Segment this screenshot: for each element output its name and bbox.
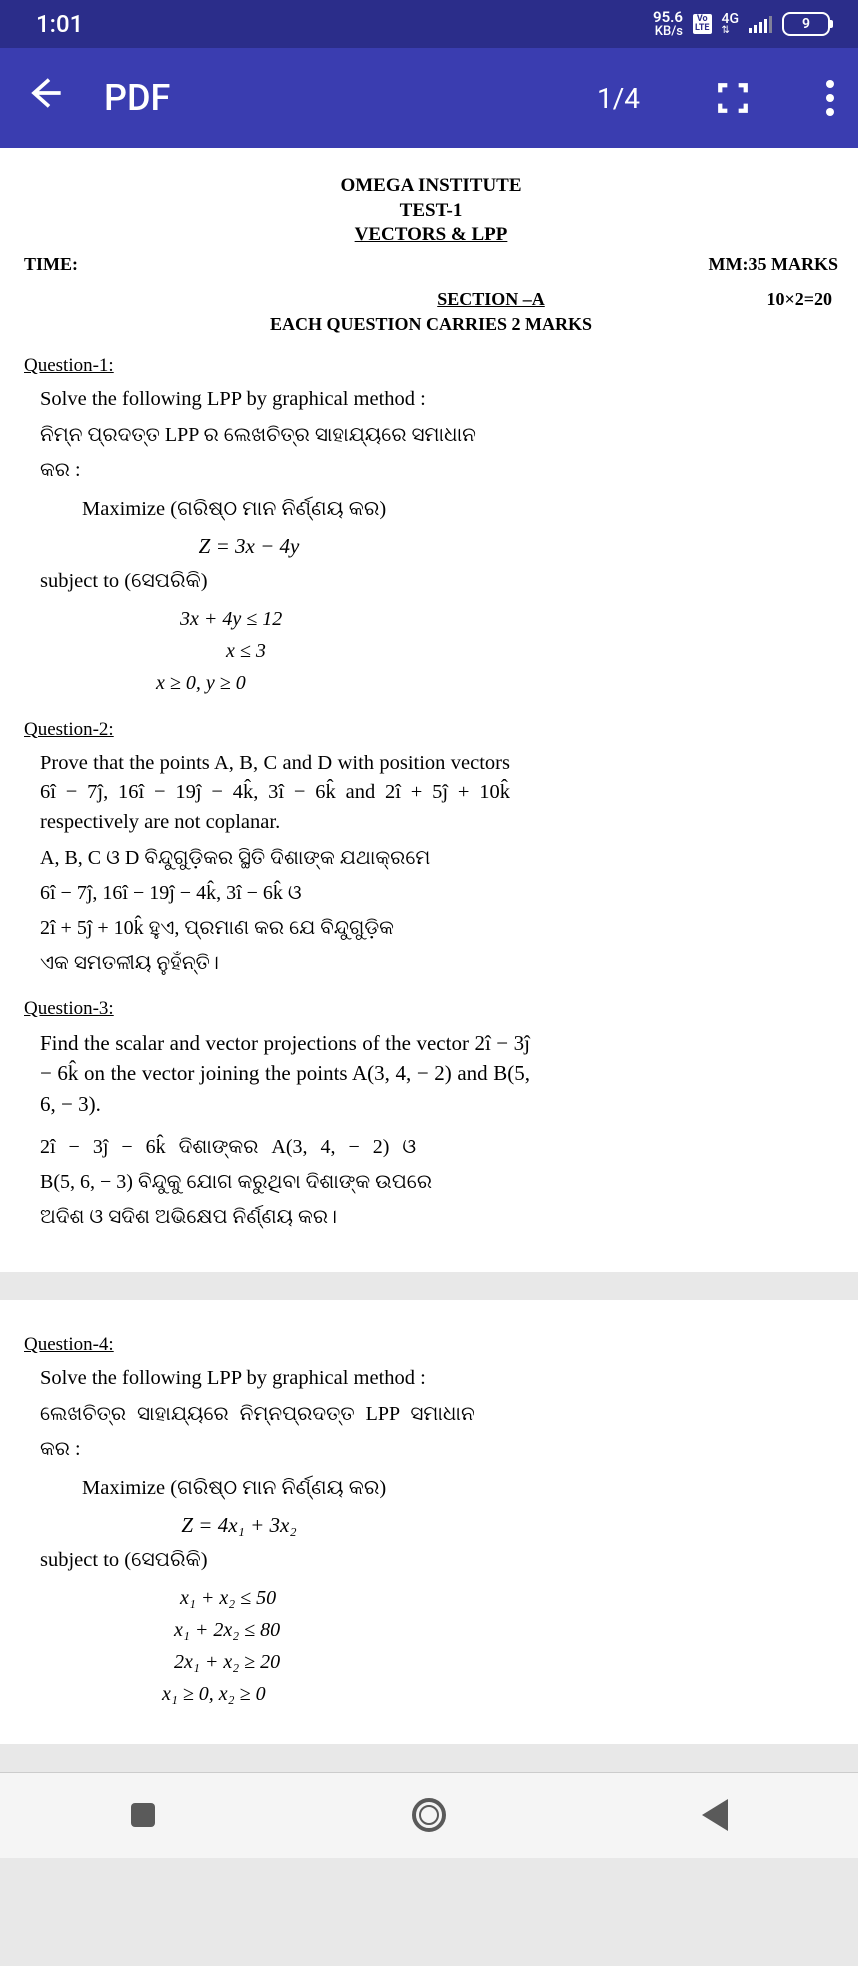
fullscreen-icon[interactable] [716, 81, 750, 115]
section-score: 10×2=20 [766, 289, 832, 310]
question-2-body: Prove that the points A, B, C and D with… [40, 749, 838, 978]
status-right: 95.6 KB/s Vo LTE 4G ⇅ 9 [653, 10, 830, 38]
question-4-label: Question-4: [24, 1334, 838, 1356]
page-indicator: 1/4 [597, 82, 640, 115]
meta-row: TIME: MM:35 MARKS [24, 254, 838, 275]
app-bar: PDF 1/4 [0, 48, 858, 148]
section-row: SECTION –A 10×2=20 [24, 289, 838, 310]
signal-icon [749, 15, 772, 33]
time-label: TIME: [24, 254, 78, 275]
marks-per-question: EACH QUESTION CARRIES 2 MARKS [24, 314, 838, 335]
pdf-page-2: Question-4: Solve the following LPP by g… [0, 1300, 858, 1744]
clock: 1:01 [36, 10, 83, 38]
subject-name: VECTORS & LPP [24, 223, 838, 248]
more-menu-icon[interactable] [826, 80, 834, 116]
question-3-label: Question-3: [24, 998, 838, 1020]
question-1-body: Solve the following LPP by graphical met… [40, 385, 838, 699]
marks-label: MM:35 MARKS [709, 254, 838, 275]
constraints: 3x + 4y ≤ 12 x ≤ 3 x ≥ 0, y ≥ 0 [180, 603, 838, 699]
app-title: PDF [104, 77, 557, 119]
back-button[interactable] [24, 73, 64, 123]
section-title: SECTION –A [437, 289, 545, 310]
constraints-q4: x₁ + x₂ ≤ 50 x₁ + 2x₂ ≤ 80 2x₁ + x₂ ≥ 20… [180, 1582, 838, 1710]
back-nav-button[interactable] [697, 1797, 733, 1833]
doc-header: OMEGA INSTITUTE TEST-1 VECTORS & LPP [24, 174, 838, 248]
network-type: 4G ⇅ [722, 13, 740, 35]
battery-icon: 9 [782, 12, 830, 36]
volte-icon: Vo LTE [693, 14, 712, 34]
system-nav-bar [0, 1772, 858, 1858]
institute-name: OMEGA INSTITUTE [24, 174, 838, 199]
home-button[interactable] [411, 1797, 447, 1833]
status-bar: 1:01 95.6 KB/s Vo LTE 4G ⇅ 9 [0, 0, 858, 48]
question-4-body: Solve the following LPP by graphical met… [40, 1364, 838, 1710]
pdf-page-1: OMEGA INSTITUTE TEST-1 VECTORS & LPP TIM… [0, 148, 858, 1272]
recent-apps-button[interactable] [125, 1797, 161, 1833]
question-3-body: Find the scalar and vector projections o… [40, 1028, 838, 1232]
test-name: TEST-1 [24, 199, 838, 224]
network-speed: 95.6 KB/s [653, 10, 683, 38]
question-2-label: Question-2: [24, 719, 838, 741]
question-1-label: Question-1: [24, 355, 838, 377]
pdf-viewer[interactable]: OMEGA INSTITUTE TEST-1 VECTORS & LPP TIM… [0, 148, 858, 1744]
